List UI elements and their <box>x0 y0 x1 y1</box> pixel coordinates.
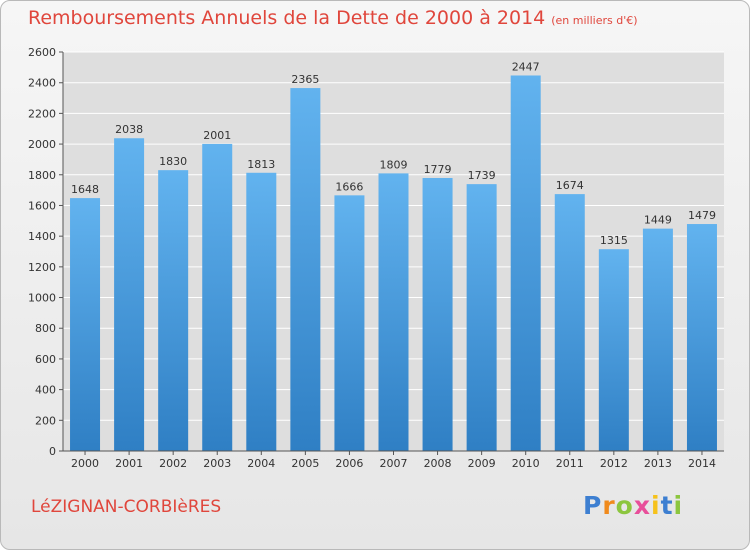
logo-letter: P <box>583 491 603 520</box>
x-tick-label: 2014 <box>688 457 716 470</box>
bar <box>422 177 453 451</box>
logo-letter: o <box>615 491 634 520</box>
y-tick-label: 2400 <box>28 77 56 90</box>
bar-value-label: 1449 <box>644 214 672 227</box>
x-tick-label: 2002 <box>159 457 187 470</box>
bar <box>686 224 717 451</box>
y-tick-label: 1200 <box>28 261 56 274</box>
x-tick-label: 2013 <box>644 457 672 470</box>
y-tick-label: 800 <box>35 322 56 335</box>
bar <box>466 184 497 452</box>
x-tick-label: 2001 <box>115 457 143 470</box>
x-tick-label: 2010 <box>512 457 540 470</box>
logo-letter: i <box>673 491 684 520</box>
logo-letter: r <box>602 491 616 520</box>
chart-title: Remboursements Annuels de la Dette de 20… <box>28 7 638 29</box>
bar-value-label: 1648 <box>71 183 99 196</box>
bar-value-label: 1479 <box>688 209 716 222</box>
bar-value-label: 2038 <box>115 123 143 136</box>
x-axis: 2000 2001 2002 2003 2004 2005 2006 2007 2008 2009… <box>63 450 724 470</box>
y-tick-label: 2600 <box>28 46 56 59</box>
bar <box>246 172 277 451</box>
bar-value-label: 2447 <box>512 60 540 73</box>
bar-value-label: 1674 <box>556 179 584 192</box>
x-tick-label: 2007 <box>380 457 408 470</box>
y-tick-label: 2000 <box>28 138 56 151</box>
y-tick-label: 1600 <box>28 199 56 212</box>
y-tick-label: 1400 <box>28 230 56 243</box>
y-tick-label: 400 <box>35 384 56 397</box>
bar <box>158 170 189 451</box>
bar <box>554 194 585 451</box>
bar-value-label: 2001 <box>203 129 231 142</box>
bar <box>114 138 145 451</box>
y-tick-label: 1800 <box>28 169 56 182</box>
y-tick-label: 2200 <box>28 107 56 120</box>
logo-letter: t <box>660 491 674 520</box>
bar-value-label: 1813 <box>247 158 275 171</box>
bars: 1648 2038 1830 2001 1813 2365 1666 1809 1779 1739… <box>70 60 717 452</box>
x-tick-label: 2006 <box>335 457 363 470</box>
bar <box>378 173 409 452</box>
bar <box>70 198 101 451</box>
bar-value-label: 1779 <box>424 163 452 176</box>
logo-letter: x <box>633 491 651 520</box>
x-tick-label: 2009 <box>468 457 496 470</box>
bar <box>290 88 321 451</box>
x-tick-label: 2004 <box>247 457 275 470</box>
bar-value-label: 1666 <box>335 180 363 193</box>
x-tick-label: 2011 <box>556 457 584 470</box>
bar <box>598 249 629 451</box>
bar-value-label: 1739 <box>468 169 496 182</box>
x-tick-label: 2000 <box>71 457 99 470</box>
bar-value-label: 2365 <box>291 73 319 86</box>
y-axis: 0 200 400 600 800 1000 1200 1400 1600 1800 2000 220… <box>28 46 64 458</box>
x-tick-label: 2005 <box>291 457 319 470</box>
bar <box>334 195 365 451</box>
bar <box>642 228 673 451</box>
proxiti-logo: Proxiti <box>583 491 683 520</box>
bar-value-label: 1809 <box>380 158 408 171</box>
x-tick-label: 2012 <box>600 457 628 470</box>
y-tick-label: 0 <box>49 445 56 458</box>
logo-letter: i <box>651 491 661 520</box>
y-tick-label: 600 <box>35 353 56 366</box>
x-tick-label: 2003 <box>203 457 231 470</box>
x-tick-label: 2008 <box>424 457 452 470</box>
y-tick-label: 200 <box>35 414 56 427</box>
chart-subtitle: (en milliers d'€) <box>551 14 638 27</box>
chart-title-text: Remboursements Annuels de la Dette de 20… <box>28 7 546 29</box>
bar <box>510 75 541 451</box>
bar-value-label: 1315 <box>600 234 628 247</box>
bar <box>202 143 233 451</box>
bar-value-label: 1830 <box>159 155 187 168</box>
commune-name: LéZIGNAN-CORBIèRES <box>31 497 222 517</box>
y-tick-label: 1000 <box>28 292 56 305</box>
